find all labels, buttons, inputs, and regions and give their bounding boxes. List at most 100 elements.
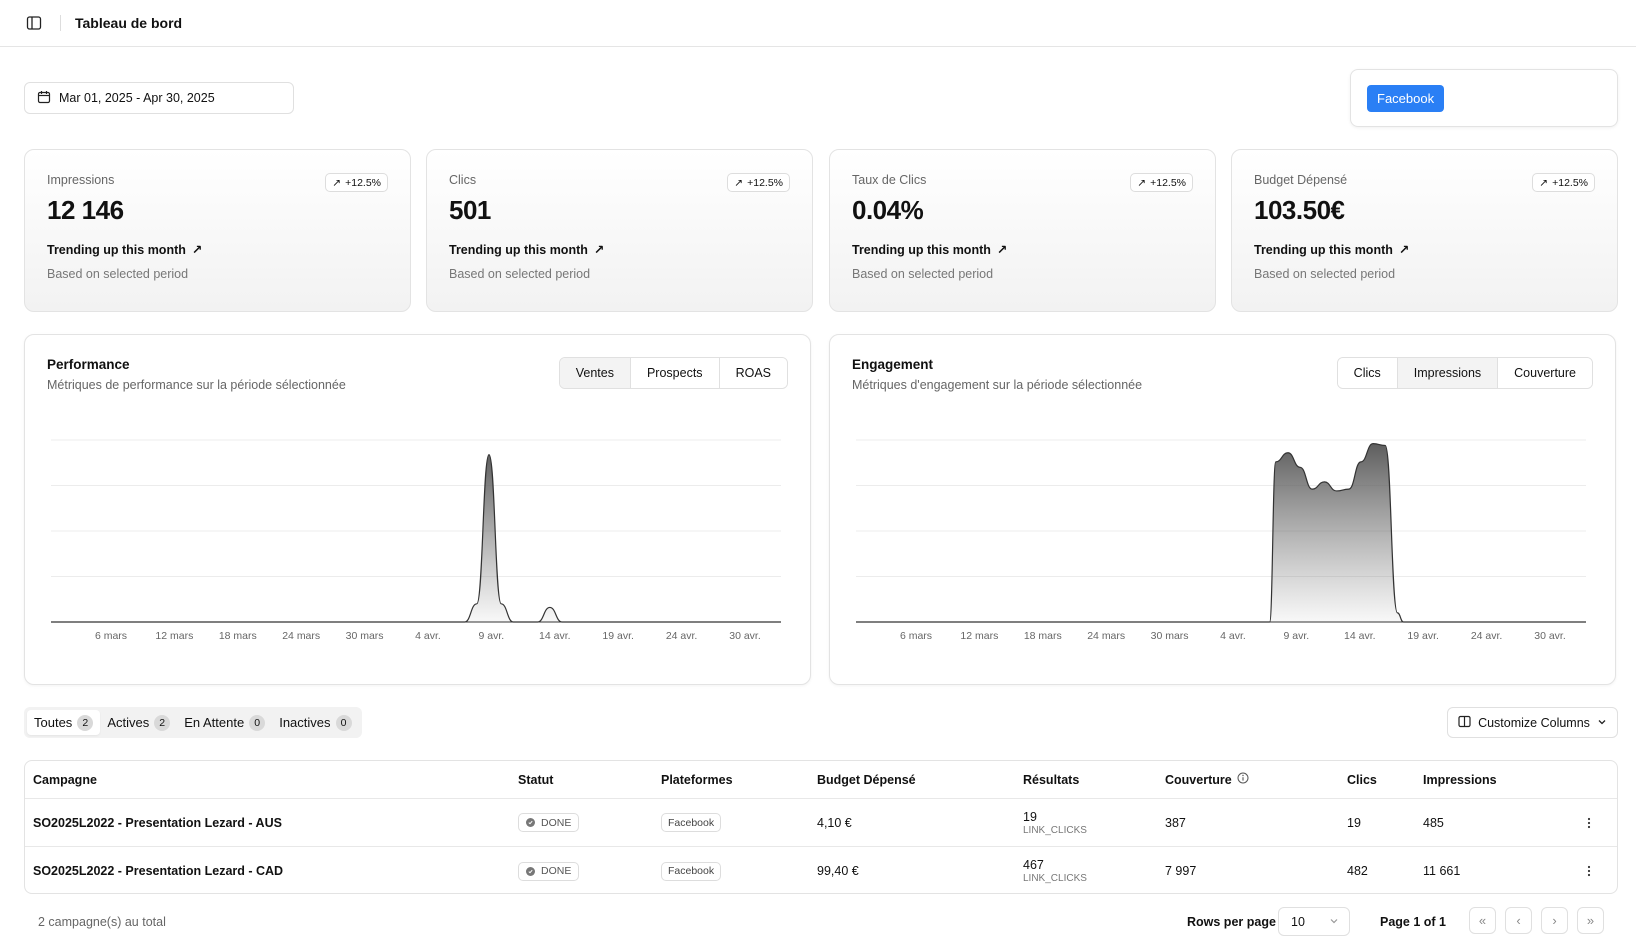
status-text: DONE	[541, 816, 572, 829]
tab-clics[interactable]: Clics	[1337, 358, 1398, 388]
stat-value: 103.50€	[1254, 195, 1345, 225]
results-value: 19	[1023, 809, 1037, 824]
tab-couverture[interactable]: Couverture	[1498, 358, 1592, 388]
x-tick-label: 12 mars	[960, 630, 998, 642]
stat-trend: Trending up this month ↗	[1254, 242, 1595, 258]
engagement-chart-card: 6 mars 12 mars 18 mars 24 mars 30 mars 4 avr.…	[829, 334, 1616, 685]
tab-impressions[interactable]: Impressions	[1397, 358, 1499, 388]
customize-columns-button[interactable]: Customize Columns	[1447, 707, 1618, 738]
x-tick-label: 30 mars	[1151, 630, 1189, 642]
page-title: Tableau de bord	[75, 15, 183, 31]
x-tick-label: 18 mars	[1024, 630, 1062, 642]
tab-roas[interactable]: ROAS	[719, 358, 787, 388]
platform-cell: Facebook	[661, 799, 722, 846]
x-tick-label: 12 mars	[155, 630, 193, 642]
results-type: LINK_CLICKS	[1023, 824, 1087, 836]
column-header-resultats[interactable]: Résultats	[1023, 761, 1079, 798]
column-header-campagne[interactable]: Campagne	[33, 772, 97, 787]
stat-value: 12 146	[47, 195, 124, 225]
column-header-statut[interactable]: Statut	[518, 772, 554, 787]
trend-badge-value: +12.5%	[1552, 176, 1588, 189]
rows-per-page-select[interactable]: 10	[1278, 907, 1350, 936]
status-text: DONE	[541, 865, 572, 877]
x-tick-label: 6 mars	[900, 630, 932, 642]
clicks-cell: 482	[1347, 864, 1368, 878]
status-cell: DONE	[518, 847, 580, 893]
next-page-button[interactable]: ›	[1541, 907, 1568, 934]
info-icon[interactable]	[1237, 772, 1249, 787]
series-line	[856, 443, 1586, 623]
chart-title: Engagement	[852, 357, 934, 372]
rows-per-page-label: Rows per page	[1187, 915, 1276, 929]
trending-up-icon: ↗	[1398, 243, 1410, 257]
stat-card-budget: Budget Dépensé 103.50€ ↗ +12.5% Trending …	[1231, 149, 1618, 312]
tab-label: Actives	[107, 715, 150, 730]
platform-facebook-button[interactable]: Facebook	[1367, 84, 1445, 112]
x-tick-label: 6 mars	[95, 630, 127, 642]
platform-badge: Facebook	[661, 813, 722, 832]
chevrons-right-icon: »	[1586, 913, 1595, 928]
tab-count-badge: 0	[249, 714, 266, 731]
date-range-picker[interactable]: Mar 01, 2025 - Apr 30, 2025	[24, 82, 294, 114]
row-actions-menu-icon[interactable]	[1587, 799, 1591, 846]
stat-trend: Trending up this month ↗	[449, 242, 790, 258]
first-page-button[interactable]: «	[1469, 907, 1496, 934]
trending-up-icon: ↗	[1137, 176, 1147, 189]
stat-card-ctr: Taux de Clics 0.04% ↗ +12.5% Trending up …	[829, 149, 1216, 312]
column-header-budget[interactable]: Budget Dépensé	[817, 772, 916, 787]
x-tick-label: 24 avr.	[1471, 630, 1503, 642]
stat-subtext: Based on selected period	[449, 267, 591, 281]
chart-subtitle: Métriques de performance sur la période …	[47, 378, 346, 392]
results-cell: 467 LINK_CLICKS	[1023, 847, 1087, 893]
customize-columns-label: Customize Columns	[1478, 715, 1590, 730]
stat-trend: Trending up this month ↗	[47, 242, 388, 258]
x-tick-label: 14 avr.	[1344, 630, 1376, 642]
tab-en-attente[interactable]: En Attente 0	[177, 710, 272, 735]
clicks-cell: 19	[1347, 815, 1361, 830]
tab-inactives[interactable]: Inactives 0	[272, 710, 358, 735]
series-area	[51, 454, 781, 622]
column-header-plateformes[interactable]: Plateformes	[661, 772, 733, 787]
chart-subtitle: Métriques d'engagement sur la période sé…	[852, 378, 1143, 392]
chart-title: Performance	[47, 357, 130, 372]
tab-ventes[interactable]: Ventes	[559, 358, 631, 388]
trend-badge: ↗ +12.5%	[1130, 173, 1193, 192]
column-header-impressions[interactable]: Impressions	[1423, 772, 1497, 787]
trend-badge: ↗ +12.5%	[325, 173, 388, 192]
table-header-row: Campagne Statut Plateformes Budget Dépen…	[25, 761, 1617, 799]
impressions-cell: 485	[1423, 815, 1444, 830]
sidebar-toggle-icon[interactable]	[24, 13, 44, 33]
previous-page-button[interactable]: ‹	[1505, 907, 1532, 934]
tab-actives[interactable]: Actives 2	[100, 710, 177, 735]
table-row[interactable]: SO2025L2022 - Presentation Lezard - AUS …	[25, 799, 1617, 847]
x-tick-label: 30 mars	[346, 630, 384, 642]
status-badge: DONE	[518, 813, 580, 832]
table-row[interactable]: SO2025L2022 - Presentation Lezard - CAD …	[25, 847, 1617, 893]
stat-card-clicks: Clics 501 ↗ +12.5% Trending up this month…	[426, 149, 813, 312]
campaign-name[interactable]: SO2025L2022 - Presentation Lezard - CAD	[33, 864, 284, 878]
last-page-button[interactable]: »	[1577, 907, 1604, 934]
series-area	[856, 443, 1586, 622]
reach-cell: 387	[1165, 815, 1186, 830]
stat-value: 501	[449, 195, 491, 225]
trending-up-icon: ↗	[332, 176, 342, 189]
impressions-cell: 11 661	[1423, 864, 1461, 878]
campaign-filter-tabs: Toutes 2 Actives 2 En Attente 0 Inactives 0	[24, 707, 362, 738]
tab-count-badge: 2	[77, 714, 94, 731]
stat-subtext: Based on selected period	[47, 267, 189, 281]
tab-prospects[interactable]: Prospects	[630, 358, 720, 388]
row-actions-menu-icon[interactable]	[1587, 847, 1591, 893]
column-header-couverture[interactable]: Couverture	[1165, 761, 1249, 798]
series-line	[51, 453, 781, 623]
trend-badge-value: +12.5%	[747, 176, 783, 189]
calendar-icon	[37, 90, 51, 107]
column-header-clics[interactable]: Clics	[1347, 772, 1377, 787]
x-tick-label: 30 avr.	[729, 630, 761, 642]
campaign-name[interactable]: SO2025L2022 - Presentation Lezard - AUS	[33, 815, 282, 830]
stat-label: Clics	[449, 173, 477, 187]
tab-toutes[interactable]: Toutes 2	[27, 710, 101, 735]
trend-badge: ↗ +12.5%	[1532, 173, 1595, 192]
column-header-label: Résultats	[1023, 772, 1080, 787]
engagement-metric-tabs: Clics Impressions Couverture	[1336, 357, 1593, 389]
x-tick-label: 9 avr.	[479, 630, 505, 642]
